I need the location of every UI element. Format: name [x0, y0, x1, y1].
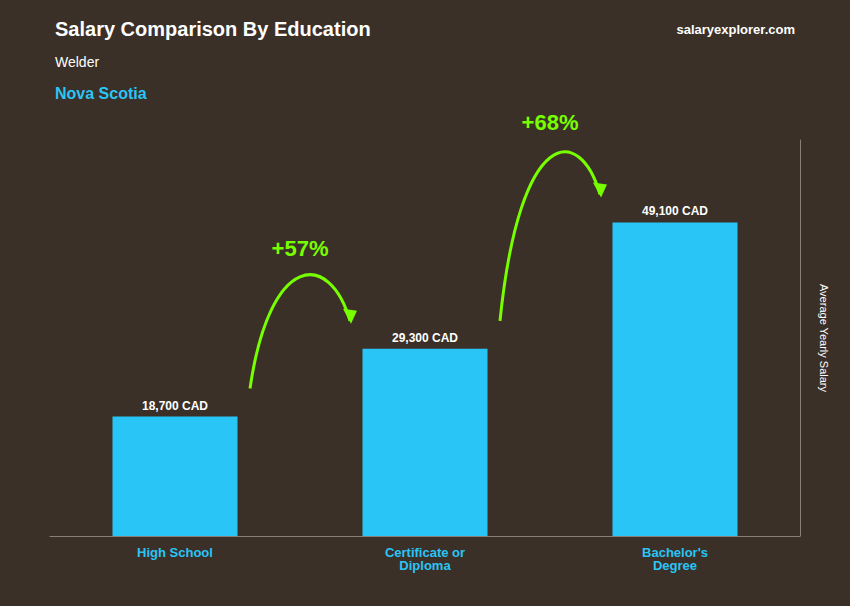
svg-text:29,300 CAD: 29,300 CAD — [392, 331, 458, 345]
svg-text:Bachelor's: Bachelor's — [642, 545, 708, 560]
svg-text:+68%: +68% — [522, 110, 579, 135]
svg-text:Welder: Welder — [55, 54, 99, 70]
svg-text:Average Yearly Salary: Average Yearly Salary — [818, 284, 830, 393]
svg-text:Certificate or: Certificate or — [384, 545, 466, 560]
svg-text:+57%: +57% — [272, 236, 329, 261]
svg-text:Degree: Degree — [653, 558, 697, 573]
svg-text:salaryexplorer.com: salaryexplorer.com — [676, 22, 795, 37]
svg-text:49,100 CAD: 49,100 CAD — [642, 204, 708, 218]
svg-text:Nova Scotia: Nova Scotia — [55, 85, 147, 102]
svg-text:18,700 CAD: 18,700 CAD — [142, 399, 208, 413]
svg-text:Salary Comparison By Education: Salary Comparison By Education — [55, 18, 371, 40]
svg-text:High School: High School — [137, 545, 213, 560]
svg-text:Diploma: Diploma — [399, 558, 451, 573]
